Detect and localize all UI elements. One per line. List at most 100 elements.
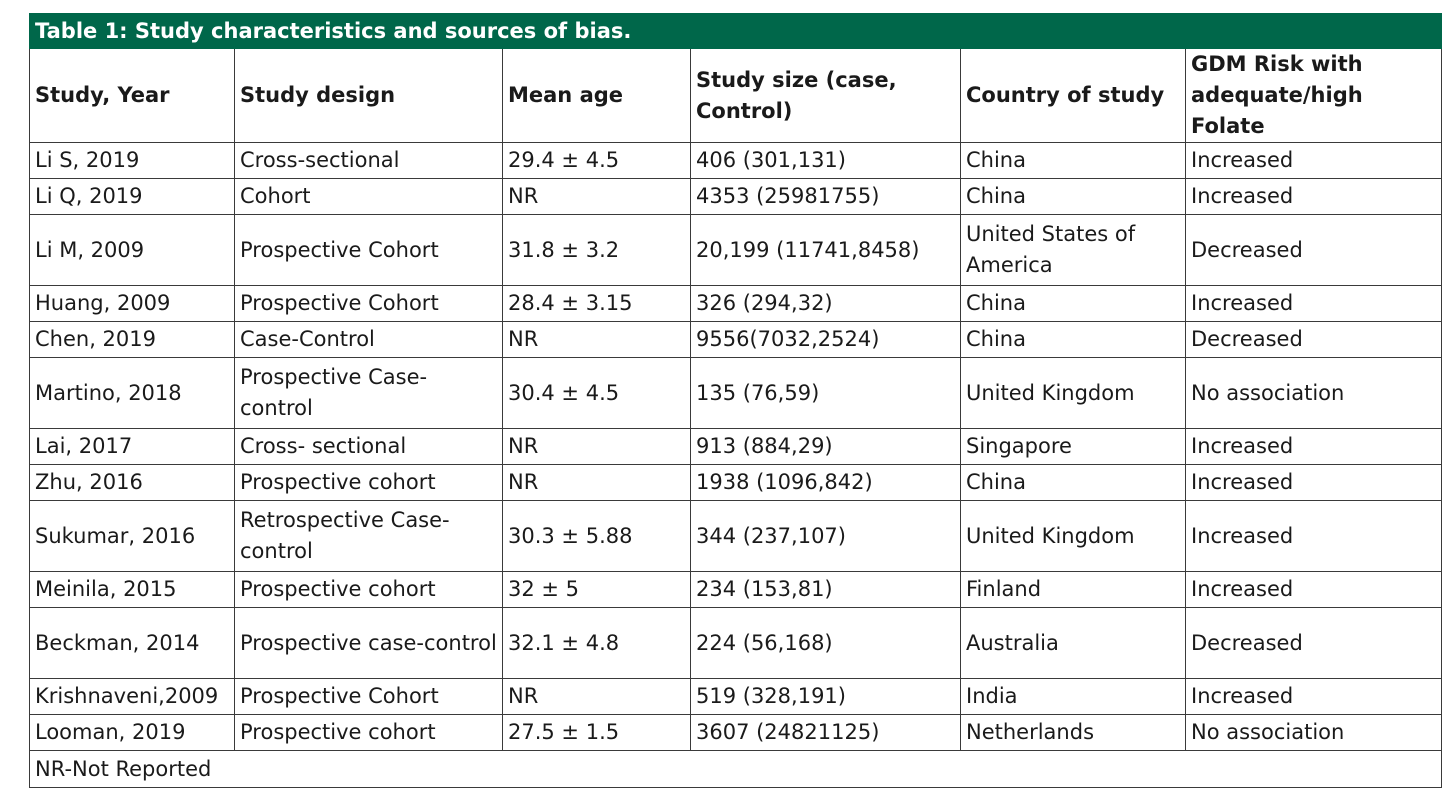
cell-design: Prospective cohort (234, 571, 503, 608)
table-title-row: Table 1: Study characteristics and sourc… (28, 13, 1443, 49)
cell-study: Sukumar, 2016 (29, 500, 235, 572)
cell-risk: Increased (1184, 142, 1443, 179)
cell-size: 913 (884,29) (690, 428, 961, 465)
cell-risk: No association (1184, 714, 1443, 751)
table-footnote: NR-Not Reported (28, 750, 1443, 788)
cell-risk: Increased (1184, 428, 1443, 465)
cell-risk: Decreased (1184, 321, 1443, 358)
cell-size: 406 (301,131) (690, 142, 961, 179)
cell-risk: Increased (1184, 678, 1443, 715)
cell-risk: Increased (1184, 178, 1443, 215)
column-header-study-design: Study design (234, 48, 503, 143)
cell-size: 20,199 (11741,8458) (690, 214, 961, 286)
table-title: Table 1: Study characteristics and sourc… (28, 13, 1443, 49)
table-row: Huang, 2009 Prospective Cohort 28.4 ± 3.… (29, 285, 1443, 322)
table-row: Krishnaveni,2009 Prospective Cohort NR 5… (29, 678, 1443, 715)
cell-size: 326 (294,32) (690, 285, 961, 322)
cell-age: 30.4 ± 4.5 (502, 357, 691, 429)
cell-design: Prospective case-control (234, 607, 503, 679)
cell-age: 28.4 ± 3.15 (502, 285, 691, 322)
cell-country: Finland (960, 571, 1186, 608)
cell-size: 4353 (25981755) (690, 178, 961, 215)
cell-design: Prospective Case-control (234, 357, 503, 429)
cell-country: United Kingdom (960, 357, 1186, 429)
cell-design: Prospective cohort (234, 464, 503, 501)
table-row: Sukumar, 2016 Retrospective Case-control… (29, 500, 1443, 572)
cell-size: 9556(7032,2524) (690, 321, 961, 358)
cell-study: Li Q, 2019 (29, 178, 235, 215)
cell-study: Huang, 2009 (29, 285, 235, 322)
cell-study: Lai, 2017 (29, 428, 235, 465)
cell-risk: Increased (1184, 571, 1443, 608)
cell-design: Retrospective Case-control (234, 500, 503, 572)
cell-country: Australia (960, 607, 1186, 679)
cell-size: 135 (76,59) (690, 357, 961, 429)
cell-age: 29.4 ± 4.5 (502, 142, 691, 179)
table-row: Li M, 2009 Prospective Cohort 31.8 ± 3.2… (29, 214, 1443, 286)
cell-design: Case-Control (234, 321, 503, 358)
table-row: Li S, 2019 Cross-sectional 29.4 ± 4.5 40… (29, 142, 1443, 179)
table-row: Beckman, 2014 Prospective case-control 3… (29, 607, 1443, 679)
table-row: Looman, 2019 Prospective cohort 27.5 ± 1… (29, 714, 1443, 751)
cell-design: Cross- sectional (234, 428, 503, 465)
cell-country: United States of America (960, 214, 1186, 286)
cell-age: NR (502, 464, 691, 501)
table-row: Li Q, 2019 Cohort NR 4353 (25981755) Chi… (29, 178, 1443, 215)
cell-study: Chen, 2019 (29, 321, 235, 358)
column-header-gdm-risk: GDM Risk with adequate/high Folate (1184, 48, 1443, 143)
cell-study: Krishnaveni,2009 (29, 678, 235, 715)
cell-size: 1938 (1096,842) (690, 464, 961, 501)
cell-country: China (960, 321, 1186, 358)
cell-design: Prospective Cohort (234, 678, 503, 715)
column-header-mean-age: Mean age (502, 48, 691, 143)
cell-risk: Increased (1184, 285, 1443, 322)
cell-design: Cohort (234, 178, 503, 215)
cell-study: Li M, 2009 (29, 214, 235, 286)
cell-study: Zhu, 2016 (29, 464, 235, 501)
cell-size: 234 (153,81) (690, 571, 961, 608)
column-header-country: Country of study (960, 48, 1186, 143)
table-row: Martino, 2018 Prospective Case-control 3… (29, 357, 1443, 429)
cell-age: NR (502, 678, 691, 715)
cell-country: China (960, 464, 1186, 501)
study-characteristics-table: Table 1: Study characteristics and sourc… (28, 13, 1443, 788)
cell-design: Prospective Cohort (234, 214, 503, 286)
cell-country: China (960, 285, 1186, 322)
cell-age: 27.5 ± 1.5 (502, 714, 691, 751)
table-footnote-row: NR-Not Reported (28, 750, 1443, 788)
cell-age: 30.3 ± 5.88 (502, 500, 691, 572)
cell-age: NR (502, 321, 691, 358)
cell-country: India (960, 678, 1186, 715)
table-row: Chen, 2019 Case-Control NR 9556(7032,252… (29, 321, 1443, 358)
cell-study: Beckman, 2014 (29, 607, 235, 679)
cell-risk: Decreased (1184, 607, 1443, 679)
cell-size: 519 (328,191) (690, 678, 961, 715)
cell-country: Singapore (960, 428, 1186, 465)
table-header-row: Study, Year Study design Mean age Study … (29, 48, 1443, 143)
cell-risk: Decreased (1184, 214, 1443, 286)
cell-age: NR (502, 428, 691, 465)
cell-study: Martino, 2018 (29, 357, 235, 429)
cell-size: 224 (56,168) (690, 607, 961, 679)
cell-risk: Increased (1184, 500, 1443, 572)
cell-study: Li S, 2019 (29, 142, 235, 179)
cell-design: Prospective cohort (234, 714, 503, 751)
cell-country: United Kingdom (960, 500, 1186, 572)
cell-design: Prospective Cohort (234, 285, 503, 322)
cell-study: Meinila, 2015 (29, 571, 235, 608)
cell-age: 32 ± 5 (502, 571, 691, 608)
table-container: Table 1: Study characteristics and sourc… (28, 13, 1443, 788)
cell-design: Cross-sectional (234, 142, 503, 179)
cell-size: 3607 (24821125) (690, 714, 961, 751)
table-row: Zhu, 2016 Prospective cohort NR 1938 (10… (29, 464, 1443, 501)
cell-risk: Increased (1184, 464, 1443, 501)
column-header-study-year: Study, Year (29, 48, 235, 143)
cell-age: 31.8 ± 3.2 (502, 214, 691, 286)
table-row: Meinila, 2015 Prospective cohort 32 ± 5 … (29, 571, 1443, 608)
cell-risk: No association (1184, 357, 1443, 429)
cell-size: 344 (237,107) (690, 500, 961, 572)
cell-country: China (960, 142, 1186, 179)
cell-age: 32.1 ± 4.8 (502, 607, 691, 679)
column-header-study-size: Study size (case, Control) (690, 48, 961, 143)
cell-age: NR (502, 178, 691, 215)
